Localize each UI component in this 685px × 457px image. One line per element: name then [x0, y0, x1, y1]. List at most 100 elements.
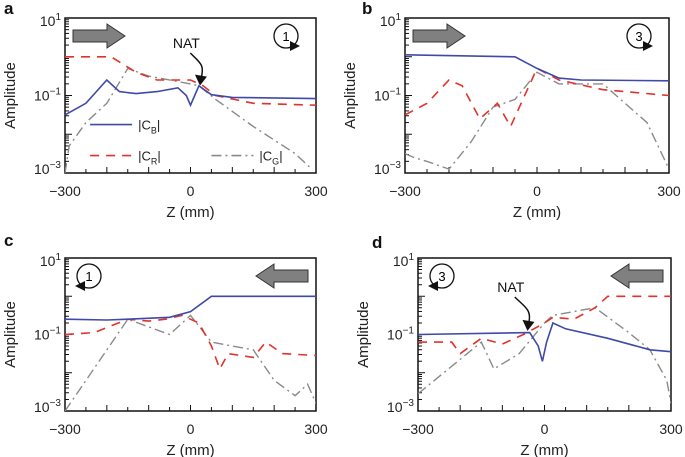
legend-label: |CG| [259, 149, 282, 167]
nat-annotation: NAT [173, 35, 200, 51]
panel-label: b [362, 0, 372, 18]
rotation-arrowhead-icon [75, 281, 85, 291]
y-tick-label: 101 [40, 252, 62, 269]
series-cg [65, 314, 316, 411]
y-tick-label: 10−3 [387, 398, 414, 415]
legend-sub: B [151, 126, 157, 136]
panel-label: a [4, 0, 14, 18]
nat-arrowhead-icon [194, 74, 207, 86]
series-cb [65, 295, 316, 321]
x-axis-label: Z (mm) [166, 442, 214, 457]
x-tick-label: 0 [187, 421, 195, 437]
series-cr [405, 67, 669, 129]
legend-sub: G [272, 157, 279, 167]
x-tick-label: −300 [49, 183, 81, 199]
legend-label: |CR| [138, 149, 161, 167]
series-cr [65, 314, 316, 371]
x-tick-label: 300 [304, 421, 328, 437]
y-tick-exp: 1 [395, 12, 401, 23]
x-tick-label: 300 [659, 421, 683, 437]
y-axis-label: Amplitude [2, 301, 19, 368]
rotation-arrowhead-icon [428, 281, 438, 291]
y-tick-label: 101 [380, 12, 402, 29]
y-tick-base: 10 [387, 399, 403, 415]
direction-arrow-icon [255, 263, 309, 289]
y-tick-base: 10 [40, 253, 56, 269]
step-number: 3 [635, 29, 642, 44]
legend-label: |CB| [138, 118, 160, 136]
nat-arrow-icon [189, 52, 204, 79]
y-tick-label: 10−3 [374, 160, 401, 177]
nat-arrow-icon [514, 296, 531, 325]
step-number: 3 [438, 269, 445, 284]
y-tick-exp: −3 [50, 160, 62, 171]
y-tick-exp: −1 [50, 87, 62, 98]
y-tick-exp: −3 [50, 398, 62, 409]
y-axis-label: Amplitude [342, 62, 359, 129]
y-tick-base: 10 [380, 13, 396, 29]
x-tick-label: 0 [541, 421, 549, 437]
nat-arrowhead-icon [522, 319, 535, 331]
direction-arrow-icon [72, 23, 126, 49]
y-tick-base: 10 [387, 327, 403, 343]
step-number: 1 [282, 29, 289, 44]
series-cr [65, 56, 316, 106]
legend-end: | [157, 149, 160, 164]
series-cr [418, 295, 671, 355]
direction-arrow-icon [610, 263, 664, 289]
nat-annotation: NAT [497, 279, 524, 295]
panel-label: d [372, 233, 382, 252]
y-tick-label: 10−1 [387, 326, 414, 343]
series-cg [65, 67, 313, 173]
y-tick-exp: −3 [390, 160, 402, 171]
series-cg [405, 71, 669, 170]
y-axis-label: Amplitude [355, 301, 372, 368]
x-tick-label: 300 [657, 183, 681, 199]
legend-base: |C [138, 118, 151, 133]
y-tick-exp: 1 [55, 252, 61, 263]
y-tick-label: 101 [393, 252, 415, 269]
y-tick-label: 101 [40, 12, 62, 29]
y-tick-label: 10−1 [34, 326, 61, 343]
panel-label: c [4, 231, 13, 250]
y-axis-label: Amplitude [2, 62, 19, 129]
y-tick-exp: −1 [390, 87, 402, 98]
y-tick-label: 10−3 [34, 160, 61, 177]
y-tick-base: 10 [393, 253, 409, 269]
direction-arrow-icon [412, 23, 466, 49]
y-tick-base: 10 [40, 13, 56, 29]
x-tick-label: −300 [402, 421, 434, 437]
y-tick-base: 10 [34, 399, 50, 415]
y-tick-exp: −1 [50, 326, 62, 337]
y-tick-exp: 1 [55, 12, 61, 23]
series-cb [405, 54, 669, 82]
y-tick-base: 10 [34, 88, 50, 104]
y-tick-exp: −3 [403, 398, 415, 409]
x-tick-label: 300 [304, 183, 328, 199]
x-tick-label: −300 [49, 421, 81, 437]
y-tick-label: 10−1 [374, 87, 401, 104]
x-tick-label: 0 [533, 183, 541, 199]
y-tick-exp: −1 [403, 326, 415, 337]
rotation-arrowhead-icon [643, 41, 653, 51]
legend-base: |C [259, 149, 272, 164]
y-tick-base: 10 [374, 88, 390, 104]
x-tick-label: −300 [389, 183, 421, 199]
x-axis-label: Z (mm) [166, 204, 214, 221]
legend-sub: R [151, 157, 158, 167]
series-cb [418, 321, 671, 362]
y-tick-label: 10−3 [34, 398, 61, 415]
series-cg [418, 306, 671, 404]
legend-end: | [157, 118, 160, 133]
y-tick-exp: 1 [408, 252, 414, 263]
rotation-arrowhead-icon [290, 41, 300, 51]
x-axis-label: Z (mm) [520, 442, 568, 457]
x-axis-label: Z (mm) [513, 204, 561, 221]
step-number: 1 [85, 269, 92, 284]
y-tick-base: 10 [34, 161, 50, 177]
